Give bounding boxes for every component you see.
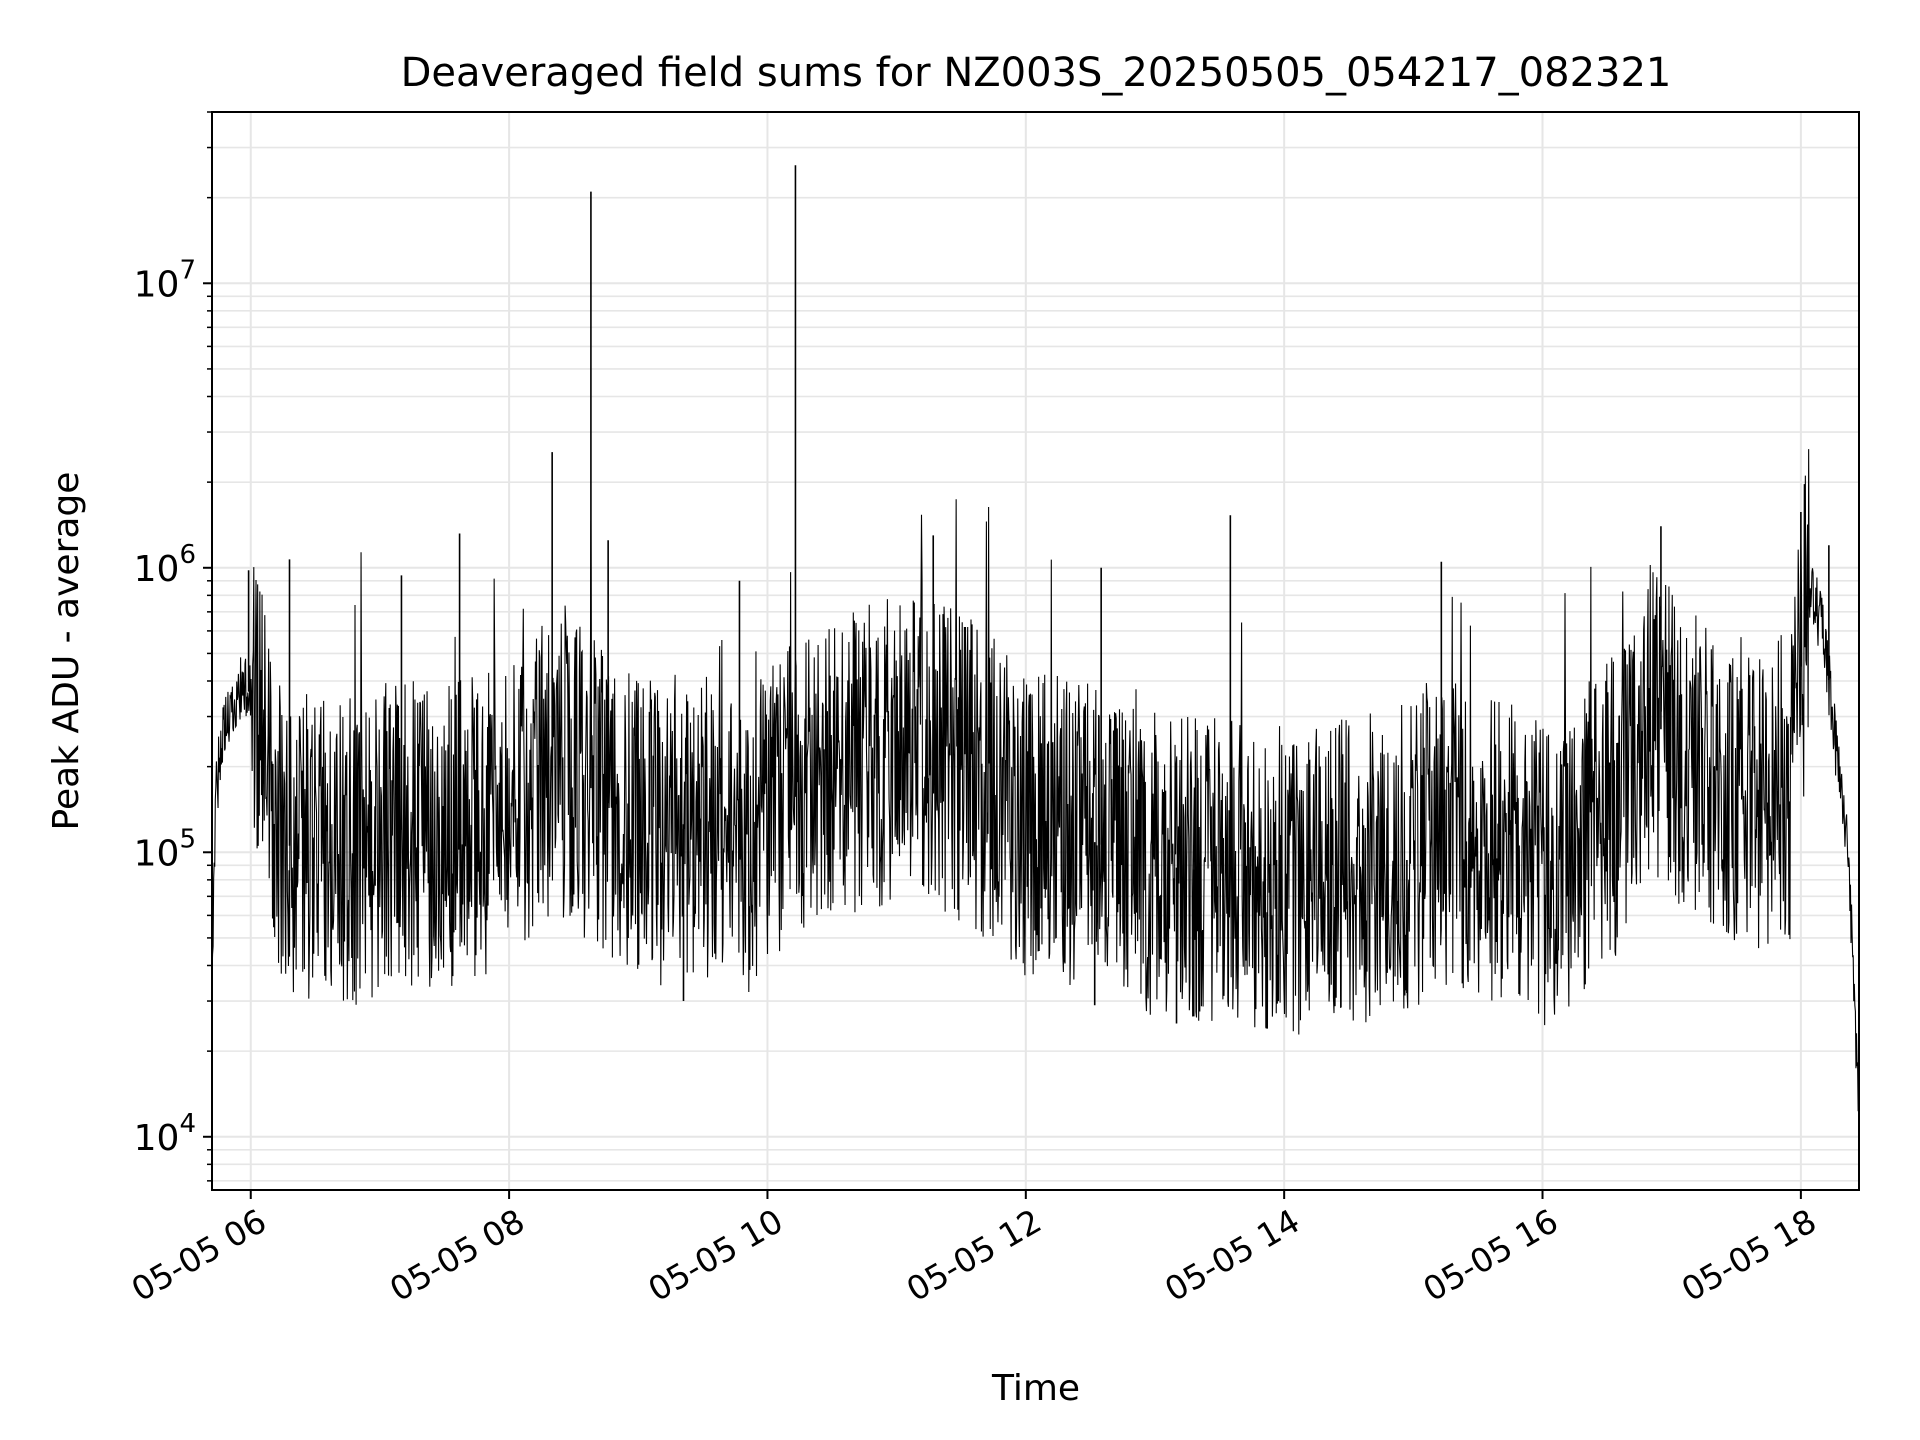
x-axis-label: Time	[991, 1368, 1080, 1409]
plot-area	[212, 165, 1859, 1112]
plot-frame	[211, 111, 1860, 1191]
chart-title: Deaveraged field sums for NZ003S_2025050…	[401, 50, 1672, 96]
y-tick-label: 107	[134, 255, 196, 305]
y-tick-label: 106	[134, 540, 196, 590]
y-tick-label: 105	[134, 824, 196, 874]
series-line	[212, 449, 1859, 1112]
y-tick-label: 104	[134, 1109, 196, 1159]
y-axis-label: Peak ADU - average	[46, 472, 87, 831]
